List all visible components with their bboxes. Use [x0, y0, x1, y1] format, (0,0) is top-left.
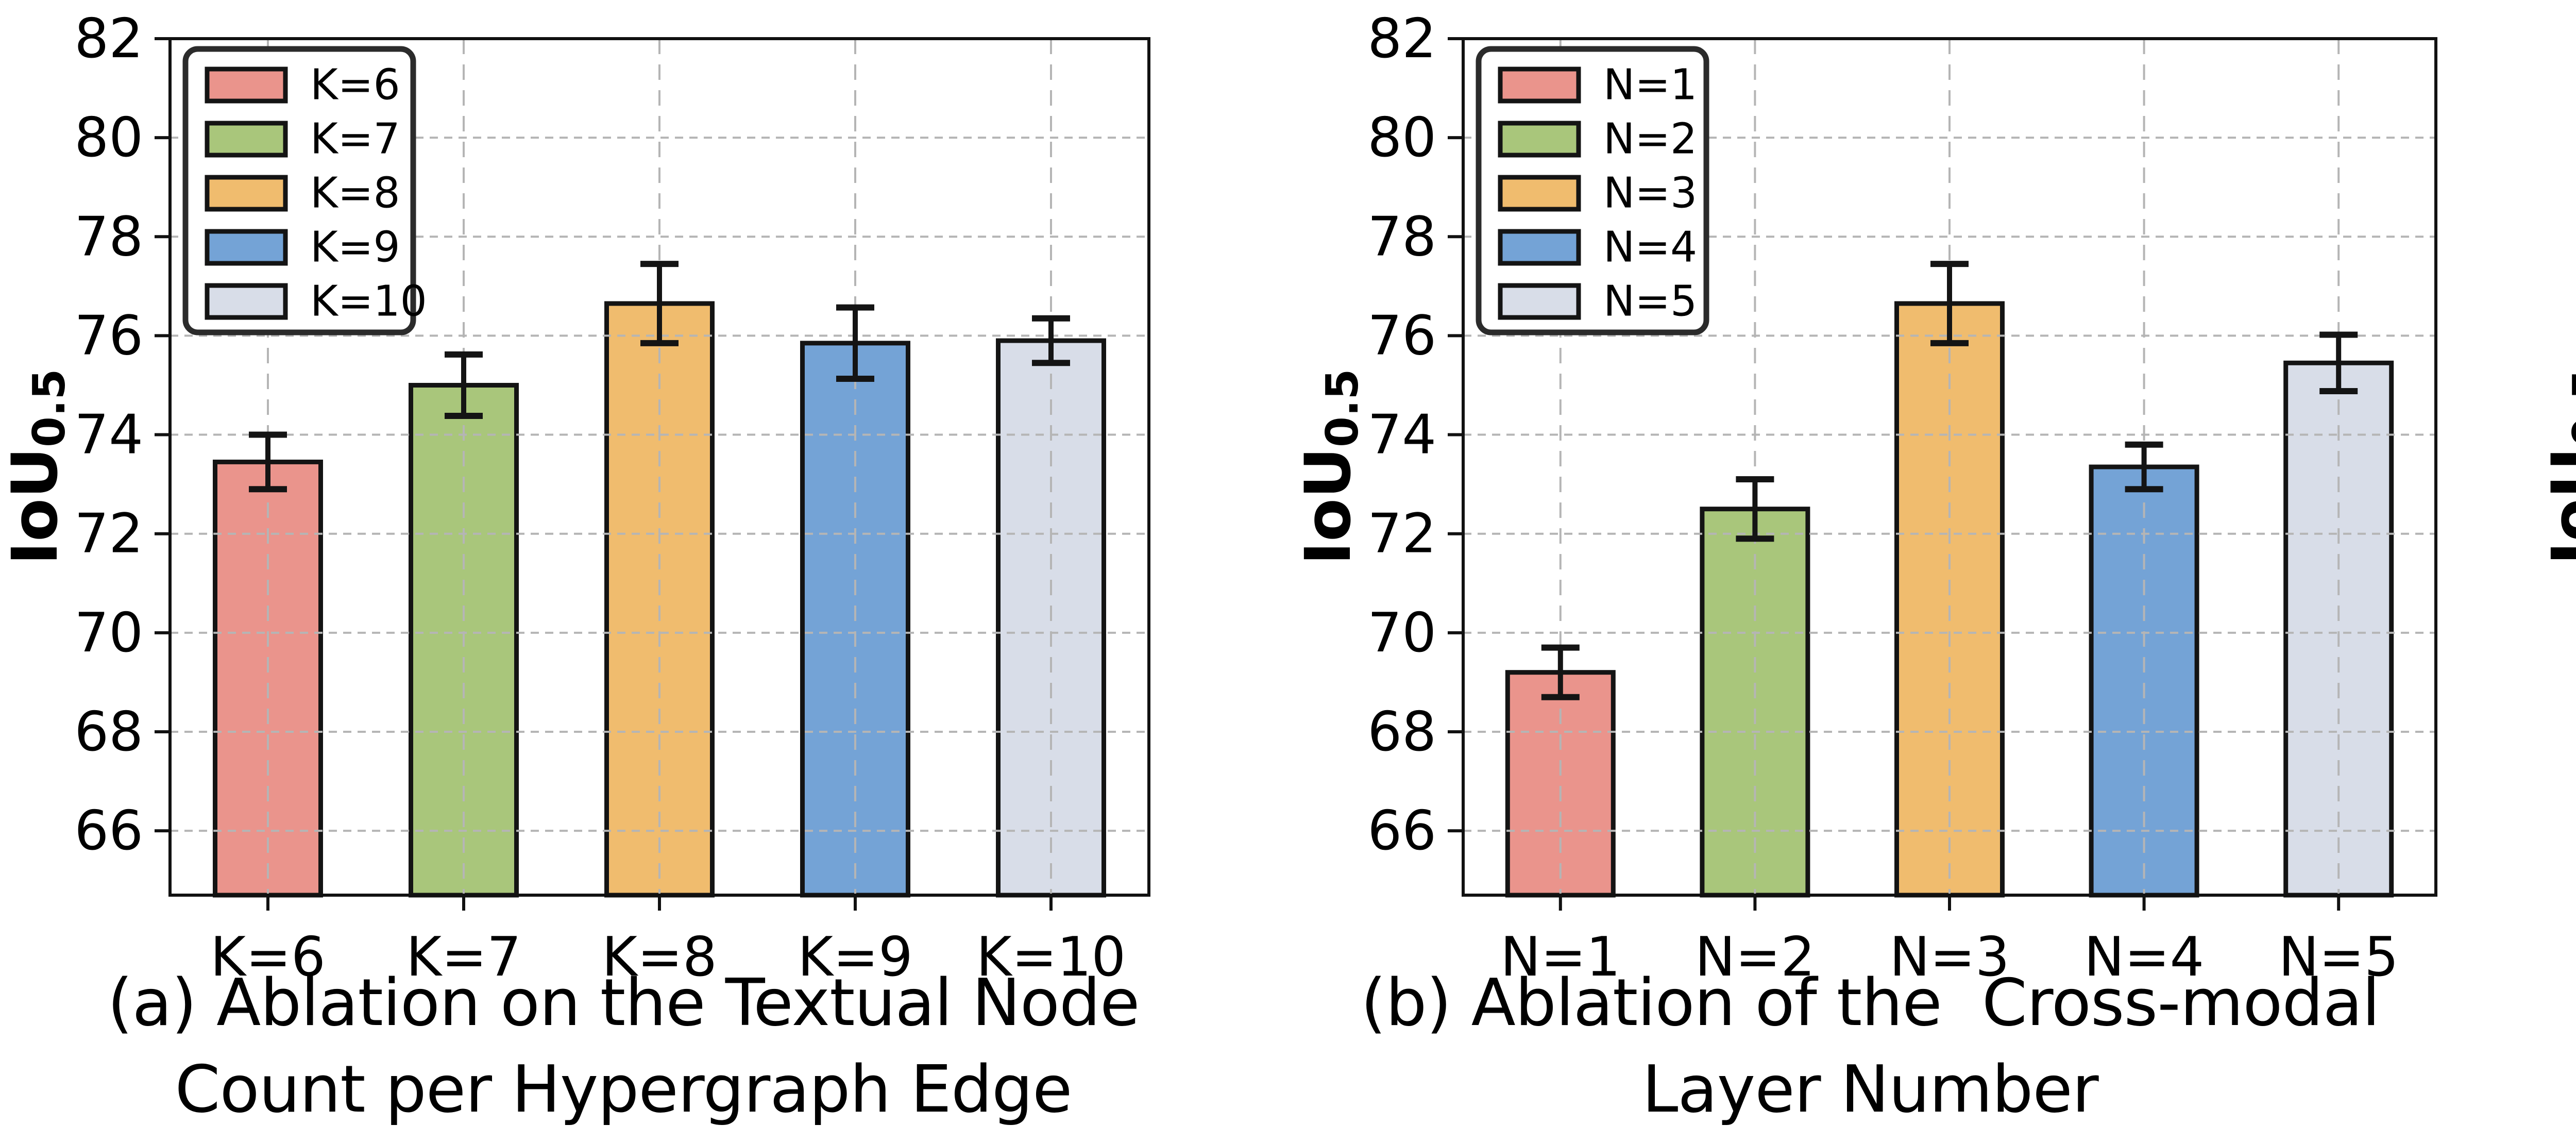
legend-label: N=2 [1603, 115, 1697, 164]
legend-label: K=8 [310, 169, 400, 218]
x-tick-label: N=1 [1500, 926, 1620, 979]
caption-b-line1: (b) Ablation of the Cross-modal [1361, 965, 2380, 1040]
caption-a-line1: (a) Ablation on the Textual Node [107, 965, 1140, 1040]
x-tick-label: K=6 [210, 926, 326, 979]
legend: K=6 K=7 K=8 K=9 K=10 [182, 46, 427, 335]
y-axis-label: IoU0.5 [0, 369, 75, 565]
figure-a: 66 68 70 72 74 76 78 80 82 K=6 K=7 K=8 K=9 K=10 IoU0.5… [0, 0, 1247, 1142]
legend-swatch-K=6 [205, 66, 288, 104]
legend-label: N=5 [1603, 277, 1697, 326]
y-tick-label: 80 [1367, 106, 1436, 169]
y-axis-label: IoU0.5 [1292, 369, 1368, 565]
bar-N=3 [1894, 301, 2005, 898]
legend-swatch-N=5 [1498, 283, 1581, 320]
legend-swatch-K=10 [205, 283, 288, 320]
x-tick-label: K=7 [406, 926, 521, 979]
y-tick-label: 68 [74, 700, 143, 763]
legend-label: N=3 [1603, 169, 1697, 218]
axes: 66 68 70 72 74 76 78 80 82 N=1 N=2 N=3 N=4 N=5 [1367, 7, 2437, 979]
x-tick-label: K=10 [976, 926, 1126, 979]
legend-swatch-K=7 [205, 121, 288, 158]
legend-label: N=1 [1603, 61, 1697, 110]
y-tick-label: 82 [74, 7, 143, 70]
caption-c-line1: (c) Ablation of the Hypergraph [2494, 960, 2576, 1046]
y-tick-label: 80 [74, 106, 143, 169]
x-tick-label: N=4 [2084, 926, 2204, 979]
legend-swatch-K=8 [205, 175, 288, 212]
legend-swatch-K=9 [205, 229, 288, 266]
y-tick-label: 68 [1367, 700, 1436, 763]
legend-label: N=4 [1603, 223, 1697, 272]
y-tick-label: 74 [74, 404, 143, 466]
y-tick-label: 72 [1367, 502, 1436, 565]
y-tick-label: 70 [74, 601, 143, 664]
legend-swatch-N=4 [1498, 229, 1581, 266]
figure-c: 666870727476788082N=1N=2N=3N=4N=5IoU0.5N… [2494, 0, 2576, 1142]
legend-swatch-N=1 [1498, 66, 1581, 104]
bar-K=8 [604, 301, 715, 898]
error-bars [1541, 261, 2358, 700]
figure-b: 66 68 70 72 74 76 78 80 82 N=1 N=2 N=3 N=4 N=5 IoU0.5 N… [1247, 0, 2494, 1142]
legend-label: K=10 [310, 277, 427, 326]
caption-a-line2: Count per Hypergraph Edge [175, 1051, 1073, 1127]
y-tick-label: 76 [74, 304, 143, 367]
y-tick-label: 66 [74, 799, 143, 862]
y-tick-label: 72 [74, 502, 143, 565]
y-tick-label: 66 [1367, 799, 1436, 862]
bar-N=1 [1505, 670, 1616, 898]
svg-text:IoU0.5: IoU0.5 [0, 369, 75, 565]
legend: N=1 N=2 N=3 N=4 N=5 [1476, 46, 1709, 335]
svg-text:IoU0.5: IoU0.5 [1292, 369, 1368, 565]
bars [213, 301, 1106, 898]
y-tick-label: 70 [1367, 601, 1436, 664]
axes: 66 68 70 72 74 76 78 80 82 K=6 K=7 K=8 K=9 K=10 [74, 7, 1150, 979]
y-tick-label: 76 [1367, 304, 1436, 367]
legend-swatch-N=2 [1498, 121, 1581, 158]
legend-swatch-N=3 [1498, 175, 1581, 212]
y-axis-label: IoU0.5 [2538, 369, 2576, 565]
legend-label: K=6 [310, 61, 400, 110]
y-tick-label: 74 [1367, 404, 1436, 466]
x-tick-label: N=3 [1889, 926, 2009, 979]
legend-label: K=9 [310, 223, 400, 272]
y-tick-label: 82 [1367, 7, 1436, 70]
caption-b: (b) Ablation of the Cross-modal Layer Nu… [1247, 960, 2494, 1133]
y-tick-label: 78 [74, 205, 143, 268]
chart-a: 66 68 70 72 74 76 78 80 82 K=6 K=7 K=8 K=9 K=10 IoU0.5… [0, 7, 1150, 979]
x-tick-label: N=5 [2279, 926, 2399, 979]
chart-c: 666870727476788082N=1N=2N=3N=4N=5IoU0.5N… [2538, 369, 2576, 565]
y-tick-label: 78 [1367, 205, 1436, 268]
bars [1505, 301, 2394, 898]
x-tick-label: K=9 [798, 926, 913, 979]
error-bars [249, 261, 1070, 493]
caption-a: (a) Ablation on the Textual Node Count p… [0, 960, 1247, 1133]
svg-text:IoU0.5: IoU0.5 [2538, 369, 2576, 565]
caption-c-line2: Inteaction Layer Number [2494, 1046, 2576, 1133]
x-tick-label: K=8 [602, 926, 717, 979]
caption-c: (c) Ablation of the Hypergraph Inteactio… [2494, 960, 2576, 1133]
x-tick-label: N=2 [1695, 926, 1815, 979]
legend-label: K=7 [310, 115, 400, 164]
caption-b-line2: Layer Number [1642, 1051, 2099, 1127]
chart-b: 66 68 70 72 74 76 78 80 82 N=1 N=2 N=3 N=4 N=5 IoU0.5 N… [1292, 7, 2437, 979]
